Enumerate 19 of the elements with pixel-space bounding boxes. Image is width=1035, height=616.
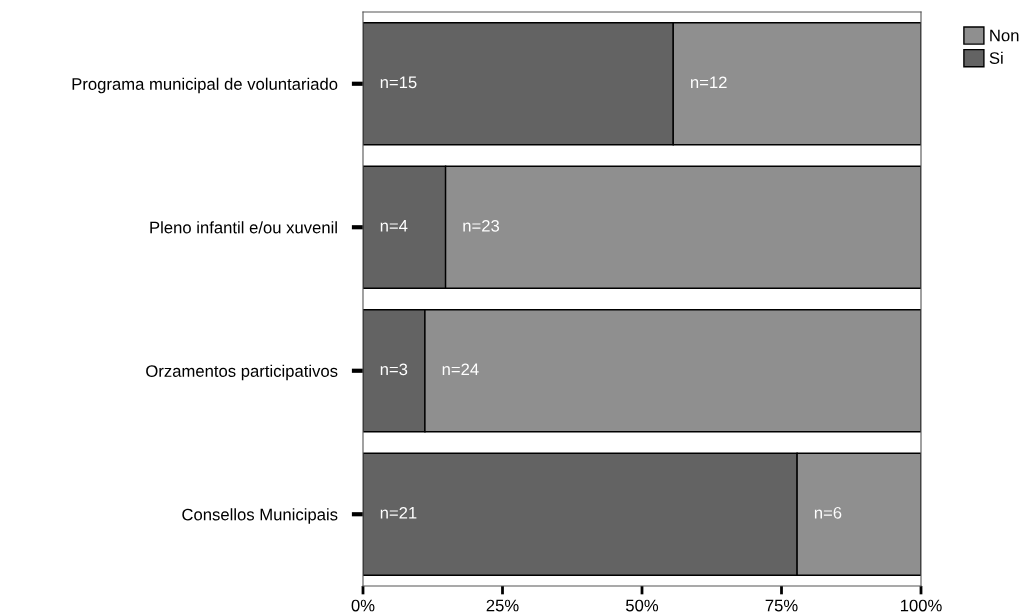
legend-label: Si — [989, 51, 1003, 64]
x-tick-label: 75% — [765, 599, 798, 612]
y-tick-label: Consellos Municipais — [182, 508, 338, 524]
annotation: n=4 — [380, 220, 408, 232]
annotation: n=23 — [463, 219, 500, 232]
annotation: n=12 — [691, 76, 727, 89]
y-tick-label: Programa municipal de voluntariado — [72, 77, 338, 94]
annotation: n=21 — [380, 506, 417, 519]
x-tick-label: 25% — [486, 599, 519, 612]
x-tick-label: 50% — [625, 599, 659, 612]
annotation: n=15 — [380, 76, 417, 89]
legend-label: Non — [990, 29, 1019, 42]
y-tick-label: Pleno infantil e/ou xuvenil — [150, 221, 337, 234]
annotation: n=6 — [814, 506, 842, 519]
annotation: n=24 — [442, 363, 479, 376]
y-tick-label: Orzamentos participativos — [146, 364, 338, 381]
x-tick-label: 0% — [351, 599, 375, 612]
annotation: n=3 — [380, 363, 408, 376]
x-tick-label: 100% — [900, 599, 942, 612]
